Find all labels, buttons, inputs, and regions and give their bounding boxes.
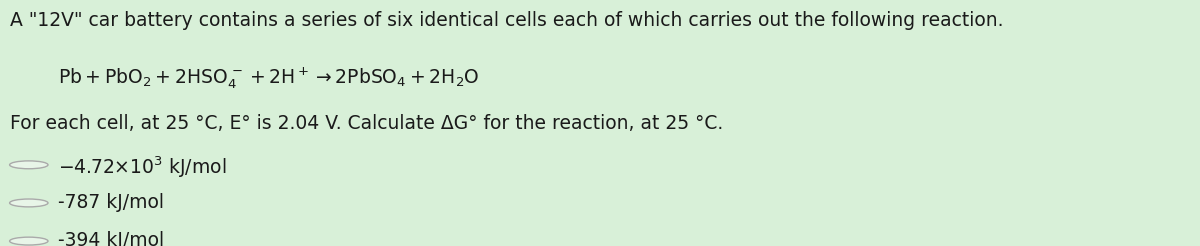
Text: $\mathdefault{-4.72{\times}10^3}$ kJ/mol: $\mathdefault{-4.72{\times}10^3}$ kJ/mol [58, 155, 226, 181]
Text: $\rm Pb + PbO_2 + 2HSO_4^{\,-} + 2H^+ \rightarrow 2PbSO_4 + 2H_2O$: $\rm Pb + PbO_2 + 2HSO_4^{\,-} + 2H^+ \r… [58, 65, 479, 91]
Text: A "12V" car battery contains a series of six identical cells each of which carri: A "12V" car battery contains a series of… [10, 11, 1003, 30]
Circle shape [10, 199, 48, 207]
Text: -394 kJ/mol: -394 kJ/mol [58, 231, 163, 246]
Circle shape [10, 161, 48, 169]
Text: -787 kJ/mol: -787 kJ/mol [58, 193, 163, 212]
Circle shape [10, 237, 48, 245]
Text: For each cell, at 25 °C, E° is 2.04 V. Calculate ΔG° for the reaction, at 25 °C.: For each cell, at 25 °C, E° is 2.04 V. C… [10, 114, 722, 133]
